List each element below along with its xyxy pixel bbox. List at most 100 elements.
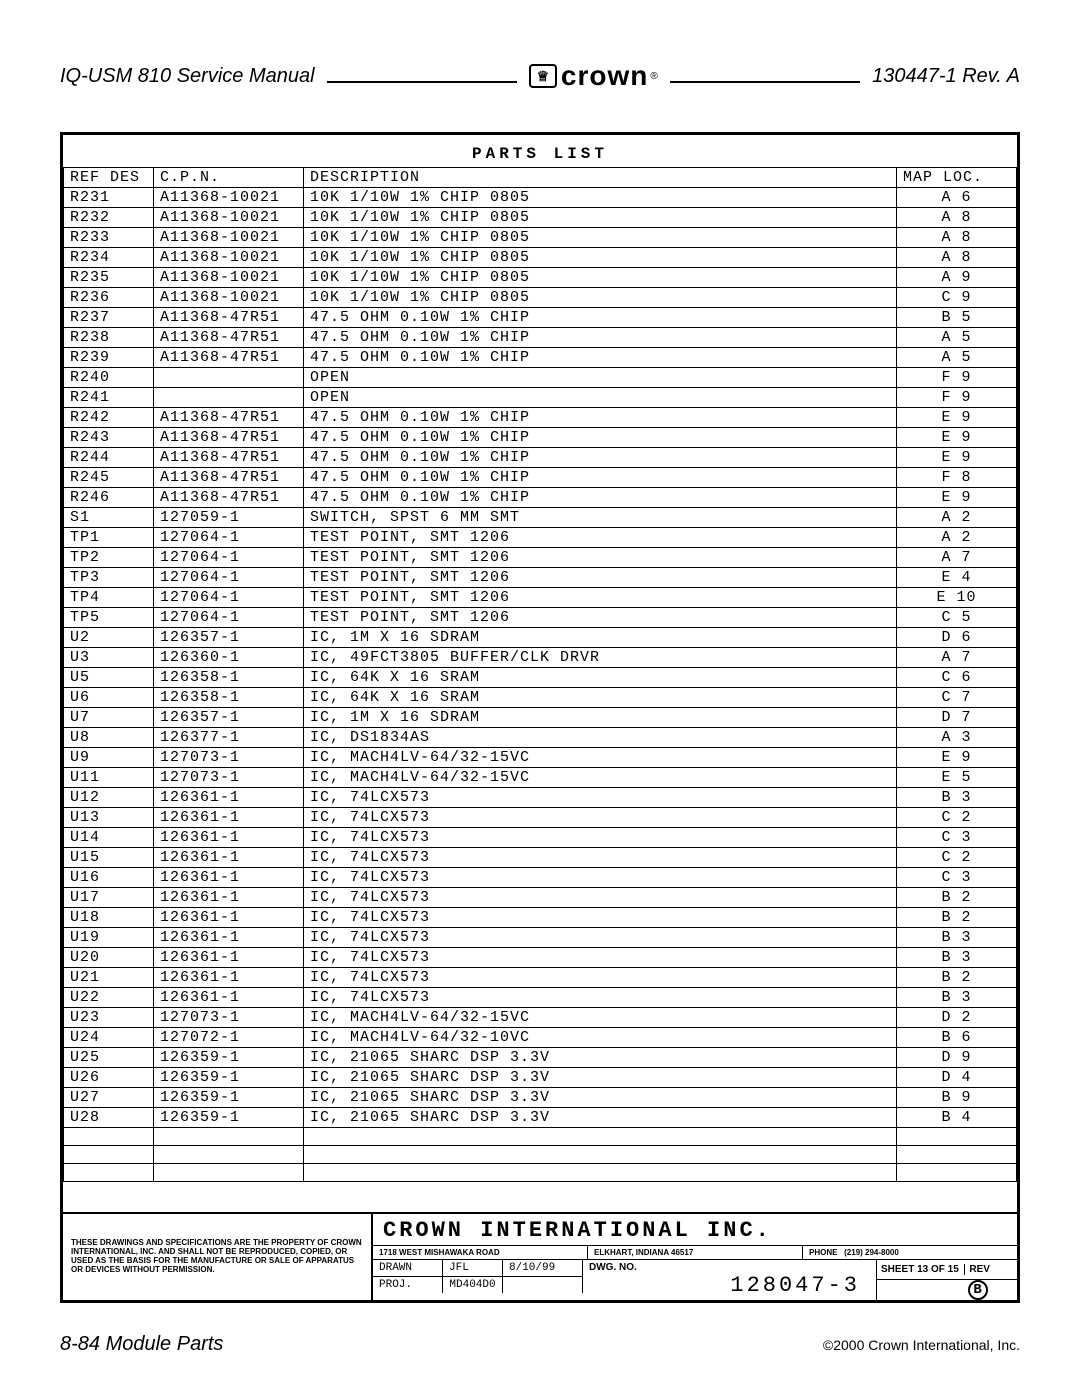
table-cell: R238 xyxy=(64,328,154,348)
table-cell xyxy=(64,1128,154,1146)
table-cell: 126361-1 xyxy=(154,928,304,948)
table-row: R232A11368-1002110K 1/10W 1% CHIP 0805A … xyxy=(64,208,1017,228)
parts-list-title: PARTS LIST xyxy=(63,135,1017,167)
table-row: R233A11368-1002110K 1/10W 1% CHIP 0805A … xyxy=(64,228,1017,248)
table-cell: R235 xyxy=(64,268,154,288)
table-cell: IC, 21065 SHARC DSP 3.3V xyxy=(304,1048,897,1068)
table-cell: A 2 xyxy=(897,508,1017,528)
table-row: U5126358-1IC, 64K X 16 SRAMC 6 xyxy=(64,668,1017,688)
table-cell: A11368-10021 xyxy=(154,208,304,228)
table-cell: R242 xyxy=(64,408,154,428)
document-frame: PARTS LIST REF DES C.P.N. DESCRIPTION MA… xyxy=(60,132,1020,1303)
table-row: R241OPENF 9 xyxy=(64,388,1017,408)
table-cell: 10K 1/10W 1% CHIP 0805 xyxy=(304,188,897,208)
table-cell: D 9 xyxy=(897,1048,1017,1068)
table-cell: 126361-1 xyxy=(154,828,304,848)
disclaimer: THESE DRAWINGS AND SPECIFICATIONS ARE TH… xyxy=(63,1214,373,1300)
table-cell: U18 xyxy=(64,908,154,928)
table-cell xyxy=(897,1128,1017,1146)
table-cell: 47.5 OHM 0.10W 1% CHIP xyxy=(304,308,897,328)
table-row: U26126359-1IC, 21065 SHARC DSP 3.3VD 4 xyxy=(64,1068,1017,1088)
table-cell: F 8 xyxy=(897,468,1017,488)
table-cell: IC, MACH4LV-64/32-15VC xyxy=(304,768,897,788)
table-cell: 126361-1 xyxy=(154,808,304,828)
table-cell: U16 xyxy=(64,868,154,888)
table-cell: 126359-1 xyxy=(154,1068,304,1088)
table-cell: U2 xyxy=(64,628,154,648)
table-cell: R237 xyxy=(64,308,154,328)
table-cell: 126377-1 xyxy=(154,728,304,748)
table-cell: U26 xyxy=(64,1068,154,1088)
table-cell: D 4 xyxy=(897,1068,1017,1088)
table-row: R239A11368-47R5147.5 OHM 0.10W 1% CHIPA … xyxy=(64,348,1017,368)
table-cell: IC, 49FCT3805 BUFFER/CLK DRVR xyxy=(304,648,897,668)
table-cell: B 3 xyxy=(897,948,1017,968)
table-row: U6126358-1IC, 64K X 16 SRAMC 7 xyxy=(64,688,1017,708)
table-cell: U9 xyxy=(64,748,154,768)
table-cell: IC, 74LCX573 xyxy=(304,988,897,1008)
table-cell: B 2 xyxy=(897,968,1017,988)
table-cell: 127059-1 xyxy=(154,508,304,528)
table-row: S1127059-1SWITCH, SPST 6 MM SMTA 2 xyxy=(64,508,1017,528)
table-cell: U12 xyxy=(64,788,154,808)
table-cell xyxy=(154,1128,304,1146)
table-cell xyxy=(154,368,304,388)
table-cell: 127072-1 xyxy=(154,1028,304,1048)
table-cell: 127064-1 xyxy=(154,608,304,628)
table-cell: A11368-10021 xyxy=(154,268,304,288)
rev-block: B xyxy=(877,1280,1017,1300)
table-row: U25126359-1IC, 21065 SHARC DSP 3.3VD 9 xyxy=(64,1048,1017,1068)
table-cell: A11368-47R51 xyxy=(154,308,304,328)
rule-right xyxy=(670,81,860,83)
table-row: R234A11368-1002110K 1/10W 1% CHIP 0805A … xyxy=(64,248,1017,268)
table-row: U18126361-1IC, 74LCX573B 2 xyxy=(64,908,1017,928)
table-cell xyxy=(304,1164,897,1182)
table-cell: D 6 xyxy=(897,628,1017,648)
table-cell: OPEN xyxy=(304,368,897,388)
table-cell: TP3 xyxy=(64,568,154,588)
dwg-label: DWG. NO. xyxy=(589,1262,870,1273)
table-cell: C 2 xyxy=(897,808,1017,828)
table-row: U28126359-1IC, 21065 SHARC DSP 3.3VB 4 xyxy=(64,1108,1017,1128)
table-cell: IC, 74LCX573 xyxy=(304,948,897,968)
table-row: U13126361-1IC, 74LCX573C 2 xyxy=(64,808,1017,828)
table-cell: IC, 74LCX573 xyxy=(304,888,897,908)
table-cell: U13 xyxy=(64,808,154,828)
table-cell xyxy=(154,1146,304,1164)
table-cell: B 3 xyxy=(897,988,1017,1008)
table-row: U2126357-1IC, 1M X 16 SDRAMD 6 xyxy=(64,628,1017,648)
crown-logo-text: crown xyxy=(561,60,648,92)
table-cell: 126361-1 xyxy=(154,888,304,908)
table-cell: U15 xyxy=(64,848,154,868)
table-cell: B 3 xyxy=(897,788,1017,808)
table-cell: E 9 xyxy=(897,428,1017,448)
table-cell: 126358-1 xyxy=(154,688,304,708)
col-ref-des: REF DES xyxy=(64,168,154,188)
table-cell: SWITCH, SPST 6 MM SMT xyxy=(304,508,897,528)
table-cell: IC, 64K X 16 SRAM xyxy=(304,668,897,688)
footer-left: 8-84 Module Parts xyxy=(60,1333,223,1356)
table-cell: TP4 xyxy=(64,588,154,608)
table-cell: 126361-1 xyxy=(154,948,304,968)
table-cell: A 5 xyxy=(897,348,1017,368)
table-row: TP4127064-1TEST POINT, SMT 1206E 10 xyxy=(64,588,1017,608)
rev-circle: B xyxy=(968,1280,988,1300)
table-cell: 126361-1 xyxy=(154,908,304,928)
table-row: TP1127064-1TEST POINT, SMT 1206A 2 xyxy=(64,528,1017,548)
table-cell: F 9 xyxy=(897,368,1017,388)
table-cell: 47.5 OHM 0.10W 1% CHIP xyxy=(304,348,897,368)
table-cell: A 8 xyxy=(897,228,1017,248)
table-row: U11127073-1IC, MACH4LV-64/32-15VCE 5 xyxy=(64,768,1017,788)
table-cell: TEST POINT, SMT 1206 xyxy=(304,568,897,588)
footer-right: ©2000 Crown International, Inc. xyxy=(823,1337,1020,1353)
table-cell: A 7 xyxy=(897,548,1017,568)
table-row: U21126361-1IC, 74LCX573B 2 xyxy=(64,968,1017,988)
table-cell xyxy=(304,1128,897,1146)
table-cell: E 9 xyxy=(897,448,1017,468)
table-cell: 10K 1/10W 1% CHIP 0805 xyxy=(304,208,897,228)
table-cell: A11368-47R51 xyxy=(154,428,304,448)
table-cell: R245 xyxy=(64,468,154,488)
table-cell: 47.5 OHM 0.10W 1% CHIP xyxy=(304,428,897,448)
address-city: ELKHART, INDIANA 46517 xyxy=(588,1246,803,1259)
parts-table: REF DES C.P.N. DESCRIPTION MAP LOC. R231… xyxy=(63,167,1017,1182)
